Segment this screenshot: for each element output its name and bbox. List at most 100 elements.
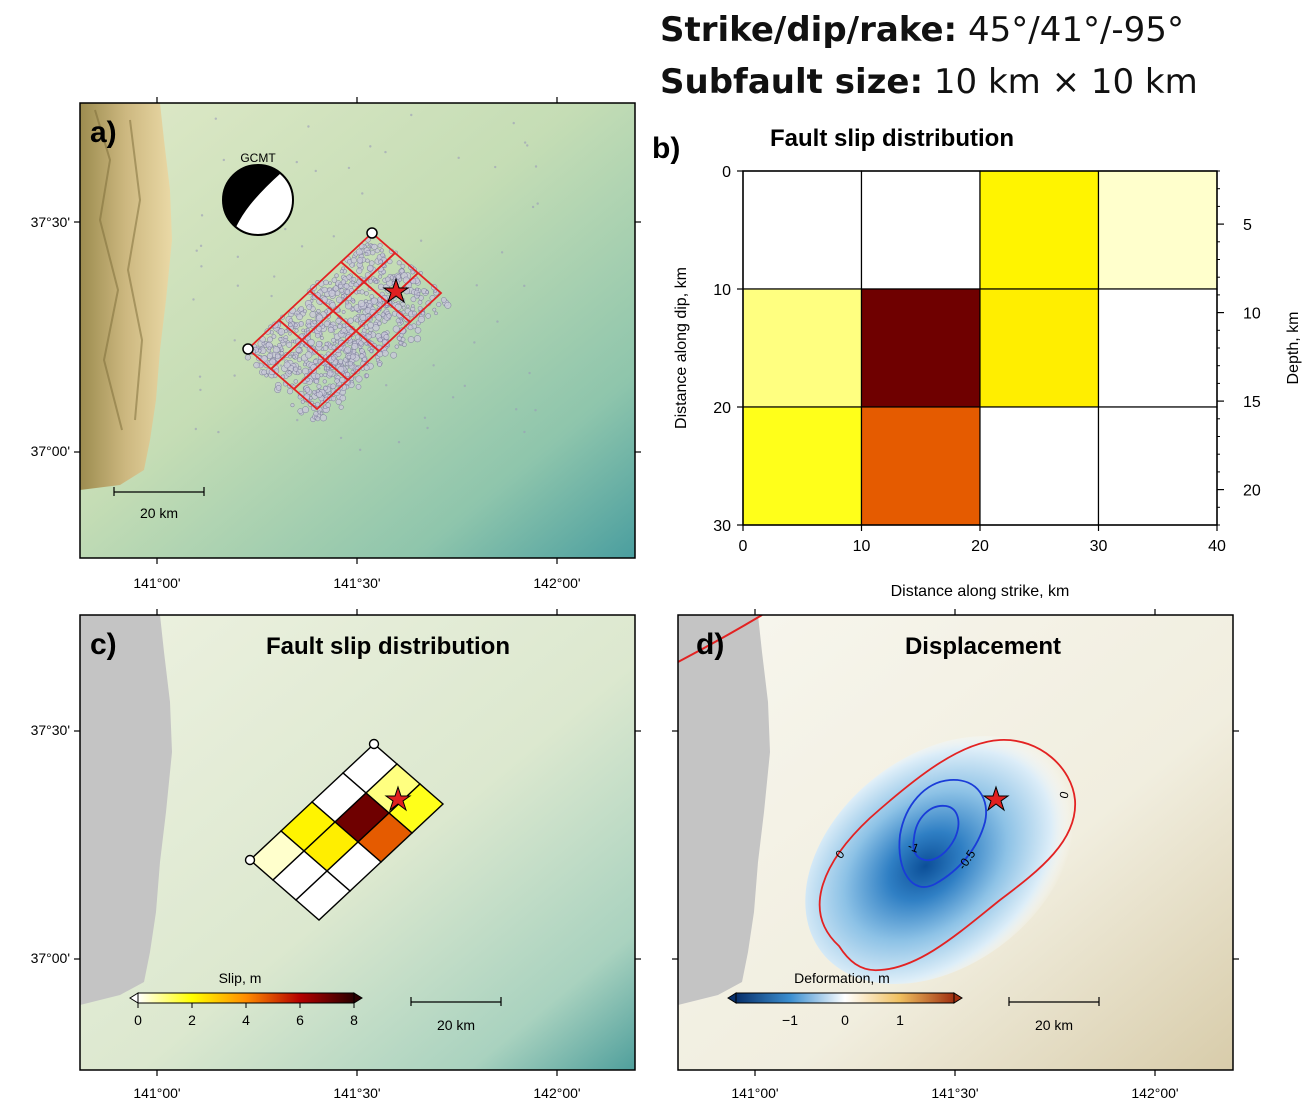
x-tick-label: 20 bbox=[971, 538, 989, 555]
y-tick-label: 0 bbox=[722, 164, 731, 181]
scale-bar bbox=[410, 997, 502, 1006]
slip-cell bbox=[860, 406, 981, 526]
lon-tick-141-00: 141°00' bbox=[731, 1085, 778, 1101]
slip-cell bbox=[742, 170, 863, 290]
y-tick-label: 30 bbox=[713, 518, 731, 535]
strike-label: Strike/dip/rake: bbox=[660, 10, 958, 50]
slip-cell bbox=[1097, 288, 1218, 408]
slip-cell bbox=[860, 170, 981, 290]
fault-slip-cells-map bbox=[244, 738, 445, 921]
slip-colorbar-ticks: 0 2 4 6 8 bbox=[134, 1012, 358, 1028]
lat-tick-37-30: 37°30' bbox=[31, 214, 70, 230]
fault-corner-marker bbox=[242, 343, 254, 355]
zero-contour-corner bbox=[678, 615, 763, 663]
slip-cell bbox=[742, 406, 863, 526]
deformation-field bbox=[805, 736, 1075, 984]
depth-tick-label: 20 bbox=[1243, 483, 1261, 500]
strike-value: 45°/41°/-95° bbox=[967, 10, 1184, 50]
fault-subfault-outline bbox=[292, 358, 350, 411]
deformation-colorbar-label: Deformation, m bbox=[794, 970, 890, 986]
panel-a: a) GCMT 20 km 37°30' 37°00' 141°00' 141°… bbox=[31, 97, 641, 591]
slip-cell bbox=[1097, 170, 1218, 290]
subfault-label: Subfault size: bbox=[660, 62, 924, 102]
strike-line: Strike/dip/rake: 45°/41°/-95° bbox=[660, 10, 1184, 50]
panel-d-title: Displacement bbox=[905, 633, 1061, 660]
panel-c-land bbox=[80, 615, 172, 1005]
panel-c-title: Fault slip distribution bbox=[266, 633, 510, 660]
slip-colorbar bbox=[129, 992, 363, 1008]
beachball-label: GCMT bbox=[240, 151, 276, 165]
y-tick-label: 20 bbox=[713, 400, 731, 417]
contour-minus-0-5 bbox=[898, 779, 987, 888]
scale-bar-label: 20 km bbox=[140, 505, 178, 521]
lat-tick-37-00: 37°00' bbox=[31, 443, 70, 459]
subfault-line: Subfault size: 10 km × 10 km bbox=[660, 62, 1198, 102]
heatmap-ticks: 0 10 20 30 40 0 10 20 30 5 10 15 20 bbox=[713, 164, 1261, 555]
zero-contour bbox=[818, 739, 1076, 972]
deformation-tick-0: 0 bbox=[841, 1012, 849, 1028]
panel-d-land bbox=[678, 615, 770, 1005]
panel-c-letter: c) bbox=[90, 628, 117, 661]
lon-tick-141-00: 141°00' bbox=[133, 575, 180, 591]
y-axis-label: Distance along dip, km bbox=[673, 267, 690, 429]
lon-tick-142-00: 142°00' bbox=[1131, 1085, 1178, 1101]
lon-tick-141-30: 141°30' bbox=[333, 575, 380, 591]
scale-bar-label: 20 km bbox=[1035, 1017, 1073, 1033]
depth-tick-label: 10 bbox=[1243, 306, 1261, 323]
epicenter-star bbox=[384, 785, 412, 812]
lon-tick-141-30: 141°30' bbox=[931, 1085, 978, 1101]
deformation-tick-1: 1 bbox=[896, 1012, 904, 1028]
x-tick-label: 10 bbox=[853, 538, 871, 555]
fault-corner-marker bbox=[244, 854, 256, 866]
x-axis-label: Distance along strike, km bbox=[891, 583, 1070, 600]
slip-cell bbox=[979, 170, 1100, 290]
epicenter-star bbox=[382, 277, 410, 304]
slip-cell bbox=[979, 288, 1100, 408]
slip-colorbar-tick: 4 bbox=[242, 1012, 250, 1028]
slip-cell-map bbox=[294, 870, 352, 921]
aftershock-cloud bbox=[192, 113, 539, 452]
x-tick-label: 30 bbox=[1090, 538, 1108, 555]
contour-minus-1 bbox=[912, 805, 960, 862]
panel-d-letter: d) bbox=[696, 628, 724, 661]
slip-colorbar-label: Slip, m bbox=[219, 970, 262, 986]
lat-tick-37-30: 37°30' bbox=[31, 722, 70, 738]
slip-cell bbox=[860, 288, 981, 408]
subfault-value: 10 km × 10 km bbox=[933, 62, 1198, 102]
deformation-tick-minus1: −1 bbox=[782, 1012, 798, 1028]
scale-bar bbox=[113, 487, 205, 496]
contour-label-0-right: 0 bbox=[1057, 790, 1072, 800]
fault-grid-outline bbox=[242, 227, 443, 411]
lon-tick-141-30: 141°30' bbox=[333, 1085, 380, 1101]
slip-cell bbox=[742, 288, 863, 408]
lon-tick-142-00: 142°00' bbox=[533, 575, 580, 591]
gcmt-beachball bbox=[222, 164, 294, 236]
scale-bar-label: 20 km bbox=[437, 1017, 475, 1033]
panel-b-title: Fault slip distribution bbox=[770, 125, 1014, 152]
slip-cell bbox=[979, 406, 1100, 526]
depth-tick-label: 5 bbox=[1243, 217, 1252, 234]
x-tick-label: 40 bbox=[1208, 538, 1226, 555]
slip-colorbar-tick: 2 bbox=[188, 1012, 196, 1028]
panel-b: b) Fault slip distribution 0 10 20 30 40 0 10 2… bbox=[652, 125, 1302, 600]
lon-tick-142-00: 142°00' bbox=[533, 1085, 580, 1101]
slip-colorbar-tick: 6 bbox=[296, 1012, 304, 1028]
slip-cell bbox=[1097, 406, 1218, 526]
panel-a-letter: a) bbox=[90, 116, 117, 149]
panel-d: d) Displacement Deformation, m −1 0 1 0 … bbox=[672, 609, 1239, 1101]
depth-axis-label: Depth, km bbox=[1285, 312, 1302, 385]
deformation-colorbar bbox=[727, 992, 963, 1004]
epicenter-star bbox=[982, 785, 1010, 812]
contour-label-minus1: -1 bbox=[906, 839, 921, 856]
panel-b-letter: b) bbox=[652, 132, 680, 165]
x-tick-label: 0 bbox=[739, 538, 748, 555]
slip-heatmap bbox=[742, 170, 1218, 526]
fault-corner-marker bbox=[368, 738, 380, 750]
slip-colorbar-tick: 8 bbox=[350, 1012, 358, 1028]
fault-corner-marker bbox=[366, 227, 378, 239]
scale-bar bbox=[1008, 997, 1100, 1006]
lat-tick-37-00: 37°00' bbox=[31, 950, 70, 966]
panel-c: c) Fault slip distribution Slip, m 0 2 4 6 8… bbox=[31, 609, 641, 1101]
y-tick-label: 10 bbox=[713, 282, 731, 299]
